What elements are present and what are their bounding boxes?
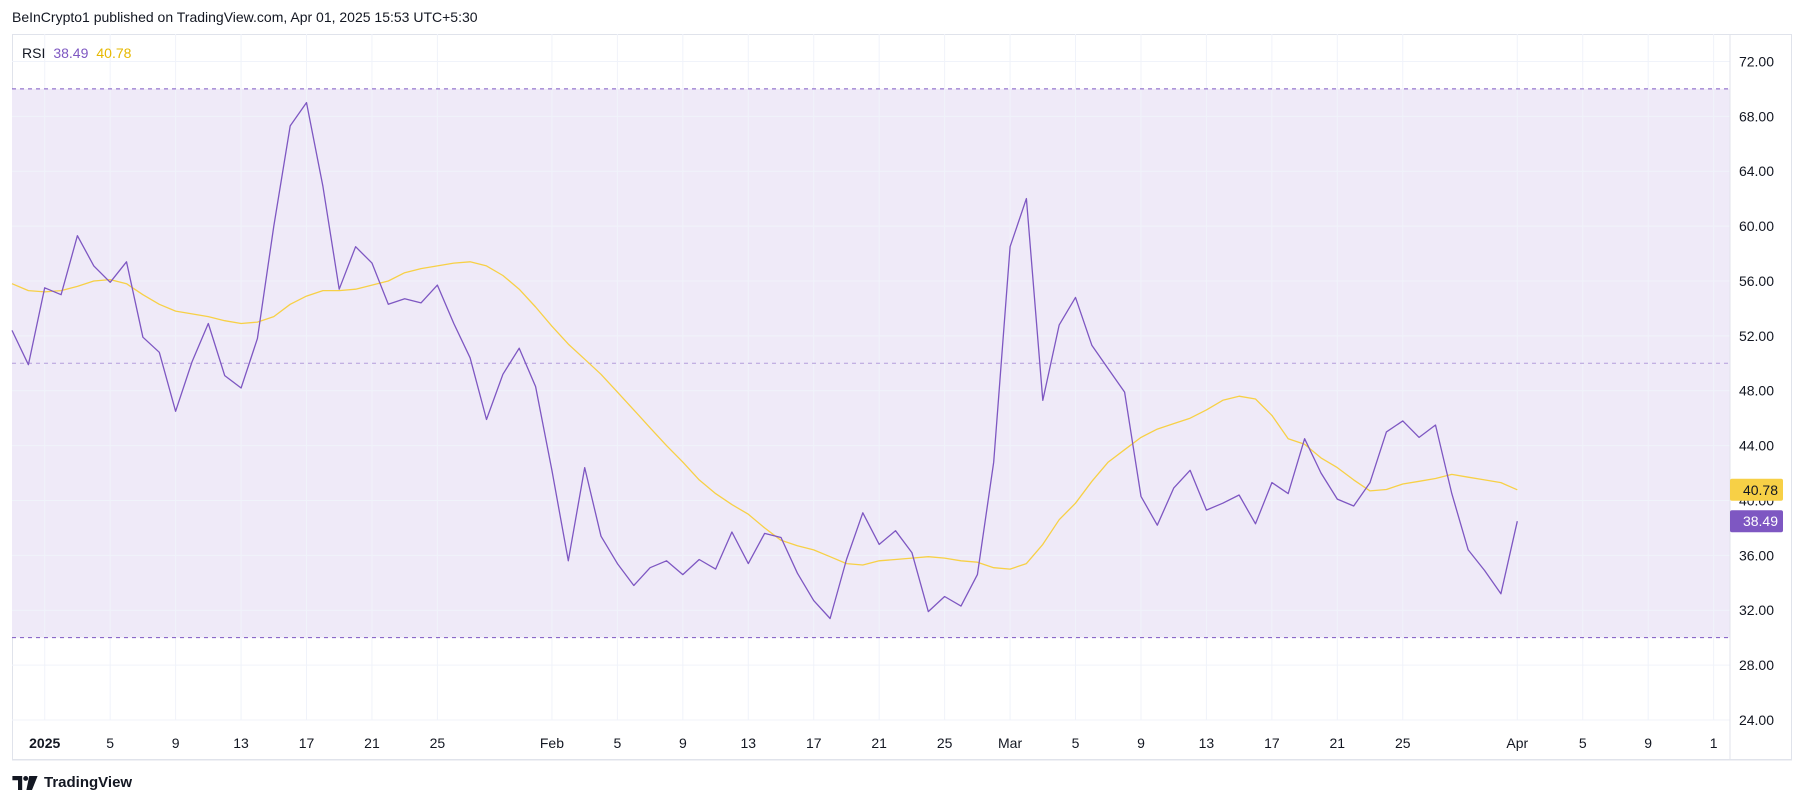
x-tick-label: 25 — [1395, 735, 1411, 751]
footer-brand-name: TradingView — [44, 774, 133, 791]
x-tick-label: 13 — [740, 735, 756, 751]
x-tick-label: 9 — [679, 735, 687, 751]
y-tick-label: 48.00 — [1739, 383, 1774, 399]
y-tick-label: 28.00 — [1739, 657, 1774, 673]
x-tick-label: 25 — [937, 735, 953, 751]
publish-info: BeInCrypto1 published on TradingView.com… — [12, 9, 478, 25]
y-tick-label: 52.00 — [1739, 328, 1774, 344]
x-tick-label: 13 — [1199, 735, 1215, 751]
footer-branding[interactable]: TradingView — [12, 774, 132, 791]
x-tick-label: 5 — [1072, 735, 1080, 751]
rsi-ma-line — [11, 261, 1518, 570]
x-tick-label: 17 — [1264, 735, 1280, 751]
x-tick-label: 17 — [806, 735, 822, 751]
x-tick-label: 21 — [1330, 735, 1346, 751]
ma-value-badge — [1730, 478, 1783, 501]
x-tick-label: 17 — [299, 735, 315, 751]
x-tick-label: 5 — [1579, 735, 1587, 751]
x-tick-label: 2025 — [29, 735, 60, 751]
y-tick-label: 60.00 — [1739, 218, 1774, 234]
y-tick-label: 68.00 — [1739, 108, 1774, 124]
ma-value-badge-label: 40.78 — [1743, 482, 1778, 498]
rsi-value-badge — [1730, 510, 1783, 533]
legend-indicator-name: RSI — [22, 45, 46, 61]
x-tick-label: 9 — [1644, 735, 1652, 751]
x-tick-label: 9 — [172, 735, 180, 751]
y-tick-label: 64.00 — [1739, 163, 1774, 179]
tradingview-logo-icon — [12, 775, 38, 790]
y-tick-label: 44.00 — [1739, 438, 1774, 454]
x-tick-label: 5 — [106, 735, 114, 751]
x-tick-label: 9 — [1137, 735, 1145, 751]
legend-ma-value: 40.78 — [96, 45, 132, 61]
y-tick-label: 24.00 — [1739, 712, 1774, 728]
x-tick-label: 13 — [233, 735, 249, 751]
legend-rsi-value: 38.49 — [53, 45, 89, 61]
x-tick-label: 1 — [1710, 735, 1718, 751]
x-tick-label: 21 — [364, 735, 380, 751]
x-tick-label: Apr — [1506, 735, 1528, 751]
x-tick-label: 5 — [613, 735, 621, 751]
x-tick-label: Mar — [998, 735, 1022, 751]
indicator-legend[interactable]: RSI 38.49 40.78 — [22, 45, 131, 61]
y-tick-label: 56.00 — [1739, 273, 1774, 289]
x-tick-label: 21 — [871, 735, 887, 751]
rsi-line — [11, 101, 1518, 620]
y-tick-label: 36.00 — [1739, 547, 1774, 563]
rsi-value-badge-label: 38.49 — [1743, 513, 1778, 529]
x-tick-label: Feb — [540, 735, 564, 751]
y-tick-label: 32.00 — [1739, 602, 1774, 618]
y-tick-label: 72.00 — [1739, 53, 1774, 69]
x-tick-label: 25 — [430, 735, 446, 751]
